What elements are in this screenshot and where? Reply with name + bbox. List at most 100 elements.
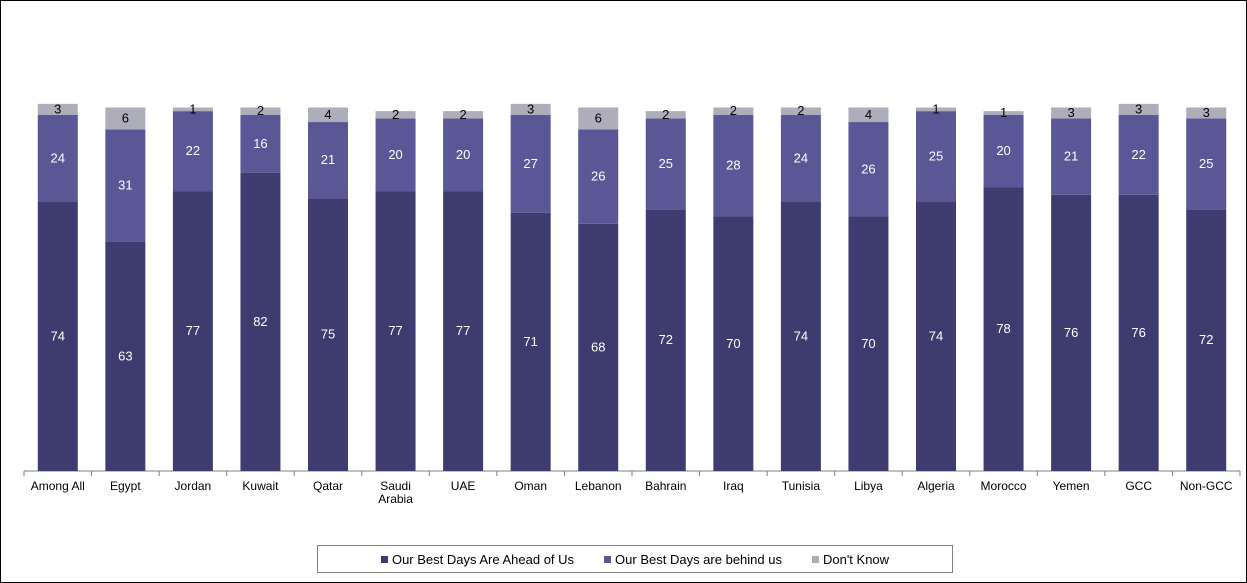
legend-swatch-behind	[604, 555, 612, 563]
bar-segment-ahead	[240, 172, 281, 471]
data-label: 6	[122, 110, 129, 125]
bar-segment-dont-know	[375, 111, 416, 119]
data-label: 74	[51, 329, 65, 344]
data-label: 3	[527, 101, 534, 116]
bar-segment-ahead	[510, 212, 551, 472]
bar-segment-behind	[1051, 118, 1092, 195]
data-label: 16	[253, 136, 267, 151]
category-label: Jordan	[175, 479, 212, 493]
bar-segment-ahead	[1051, 194, 1092, 472]
data-label: 25	[929, 149, 943, 164]
data-label: 70	[726, 336, 740, 351]
data-label: 70	[861, 336, 875, 351]
bar-segment-ahead	[105, 241, 146, 471]
legend-swatch-dont-know	[811, 555, 819, 563]
bar-segment-ahead	[375, 191, 416, 472]
bar-segment-dont-know	[172, 107, 213, 112]
category-label: Saudi Arabia	[378, 479, 413, 506]
bar-segment-behind	[172, 111, 213, 192]
bar-segment-ahead	[308, 198, 348, 471]
bar-segment-dont-know	[713, 107, 754, 115]
data-label: 63	[118, 348, 132, 363]
data-label: 2	[797, 103, 804, 118]
bar-segment-ahead	[1118, 194, 1159, 472]
bar-segment-ahead	[578, 223, 619, 471]
category-label: Non-GCC	[1180, 479, 1233, 493]
data-label: 20	[388, 147, 402, 162]
data-label: 1	[932, 101, 939, 116]
category-label: GCC	[1125, 479, 1152, 493]
bar-segment-behind	[105, 129, 146, 242]
bar-segment-behind	[713, 114, 754, 217]
data-label: 6	[595, 110, 602, 125]
category-label: Algeria	[917, 479, 955, 493]
bar-segment-dont-know	[37, 103, 78, 115]
bar-segment-ahead	[37, 202, 78, 471]
category-label: Among All	[31, 479, 85, 493]
category-label: Tunisia	[782, 479, 821, 493]
legend-label-behind: Our Best Days are behind us	[615, 551, 782, 567]
data-label: 1	[189, 101, 196, 116]
data-label: 28	[726, 158, 740, 173]
data-label: 26	[591, 169, 605, 184]
bar-segment-behind	[916, 111, 956, 203]
bar-segment-dont-know	[983, 111, 1024, 115]
bar-segment-behind	[780, 114, 821, 203]
data-label: 24	[794, 150, 808, 165]
bar-segment-behind	[1186, 118, 1227, 210]
bar-segment-ahead	[172, 191, 213, 472]
data-label: 26	[861, 161, 875, 176]
bar-segment-ahead	[1186, 209, 1227, 471]
data-label: 3	[1203, 105, 1210, 120]
data-label: 21	[321, 152, 335, 167]
data-label: 4	[324, 107, 331, 122]
bar-segment-dont-know	[308, 107, 348, 123]
category-label: Oman	[514, 479, 547, 493]
data-label: 71	[523, 334, 537, 349]
bar-segment-dont-know	[1186, 107, 1227, 119]
bar-segment-dont-know	[578, 107, 619, 130]
category-label: Kuwait	[242, 479, 279, 493]
data-label: 76	[1131, 325, 1145, 340]
bar-segment-dont-know	[916, 107, 956, 112]
bar-segment-dont-know	[240, 107, 281, 115]
bar-segment-dont-know	[848, 107, 889, 123]
data-label: 2	[392, 107, 399, 122]
data-label: 2	[662, 107, 669, 122]
chart-legend: Our Best Days Are Ahead of Us Our Best D…	[317, 545, 953, 573]
category-label: Iraq	[723, 479, 744, 493]
data-label: 25	[659, 156, 673, 171]
bar-segment-behind	[37, 114, 78, 203]
data-label: 74	[929, 329, 943, 344]
bar-segment-dont-know	[443, 111, 484, 119]
data-label: 2	[730, 103, 737, 118]
bar-segment-dont-know	[1118, 103, 1159, 115]
data-label: 3	[54, 101, 61, 116]
bar-segment-dont-know	[105, 107, 146, 130]
bar-segment-behind	[578, 129, 619, 224]
legend-item-dont-know: Don't Know	[811, 552, 889, 567]
data-label: 2	[257, 103, 264, 118]
data-label: 24	[51, 150, 65, 165]
bar-segment-dont-know	[510, 103, 551, 115]
bar-segment-behind	[375, 118, 416, 192]
category-label: Bahrain	[645, 479, 686, 493]
category-label: Egypt	[110, 479, 141, 493]
data-label: 75	[321, 327, 335, 342]
data-label: 3	[1135, 101, 1142, 116]
data-label: 27	[523, 156, 537, 171]
data-label: 25	[1199, 156, 1213, 171]
bar-segment-dont-know	[645, 111, 686, 119]
bar-segment-behind	[240, 114, 281, 173]
category-label: UAE	[451, 479, 476, 493]
data-label: 20	[456, 147, 470, 162]
data-label: 76	[1064, 325, 1078, 340]
bar-segment-behind	[645, 118, 686, 210]
data-label: 21	[1064, 149, 1078, 164]
data-label: 3	[1067, 105, 1074, 120]
data-label: 78	[996, 321, 1010, 336]
data-label: 77	[456, 323, 470, 338]
data-label: 4	[865, 107, 872, 122]
bar-segment-ahead	[780, 202, 821, 471]
